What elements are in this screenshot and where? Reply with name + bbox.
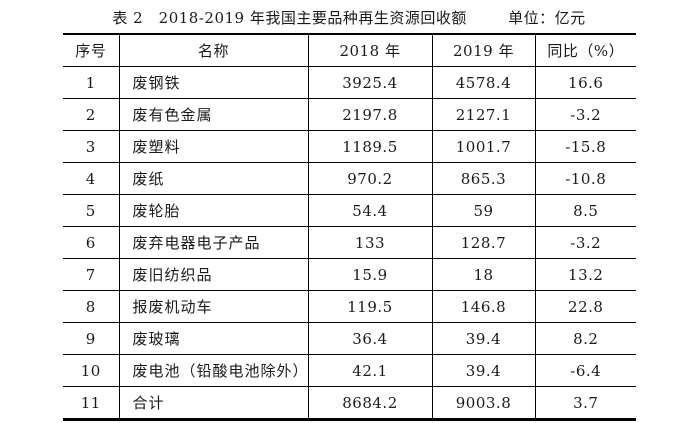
value-2019: 39.4	[431, 322, 536, 355]
unit-label: 单位：亿元	[508, 9, 586, 27]
value-yoy: 13.2	[534, 258, 636, 291]
value-2018: 42.1	[307, 354, 433, 387]
row-index: 4	[63, 162, 120, 195]
value-2019: 9003.8	[431, 386, 536, 420]
item-name: 废玻璃	[118, 322, 309, 355]
row-index: 8	[63, 290, 120, 323]
value-2018: 119.5	[307, 290, 433, 323]
item-name: 废塑料	[118, 130, 309, 163]
value-yoy: 22.8	[534, 290, 636, 323]
table-row: 10 废电池（铅酸电池除外） 42.1 39.4 -6.4	[63, 354, 636, 387]
item-name: 废旧纺织品	[118, 258, 309, 291]
item-name: 合计	[118, 386, 309, 420]
header-2018: 2018 年	[307, 34, 433, 67]
row-index: 1	[63, 66, 120, 99]
item-name: 废电池（铅酸电池除外）	[118, 354, 309, 387]
value-2019: 39.4	[431, 354, 536, 387]
value-yoy: 3.7	[534, 386, 636, 420]
row-index: 2	[63, 98, 120, 131]
row-index: 9	[63, 322, 120, 355]
value-2019: 865.3	[431, 162, 536, 195]
item-name: 废轮胎	[118, 194, 309, 227]
row-index: 5	[63, 194, 120, 227]
table-row: 8 报废机动车 119.5 146.8 22.8	[63, 290, 636, 323]
table-row: 4 废纸 970.2 865.3 -10.8	[63, 162, 636, 195]
value-2019: 4578.4	[431, 66, 536, 99]
table-row: 6 废弃电器电子产品 133 128.7 -3.2	[63, 226, 636, 259]
value-yoy: -6.4	[534, 354, 636, 387]
recycled-resources-table: 序号 名称 2018 年 2019 年 同比（%） 1 废钢铁 3925.4 4…	[63, 33, 636, 421]
table-header-row: 序号 名称 2018 年 2019 年 同比（%）	[63, 34, 636, 67]
value-2019: 18	[431, 258, 536, 291]
header-yoy: 同比（%）	[534, 34, 636, 67]
table-caption: 表 2 2018-2019 年我国主要品种再生资源回收额 单位：亿元	[0, 7, 698, 28]
value-2019: 1001.7	[431, 130, 536, 163]
table-row: 5 废轮胎 54.4 59 8.5	[63, 194, 636, 227]
value-yoy: -3.2	[534, 226, 636, 259]
item-name: 废弃电器电子产品	[118, 226, 309, 259]
value-yoy: -15.8	[534, 130, 636, 163]
value-2018: 15.9	[307, 258, 433, 291]
item-name: 废钢铁	[118, 66, 309, 99]
value-yoy: 16.6	[534, 66, 636, 99]
header-2019: 2019 年	[431, 34, 536, 67]
value-2018: 133	[307, 226, 433, 259]
value-yoy: -3.2	[534, 98, 636, 131]
value-2018: 2197.8	[307, 98, 433, 131]
item-name: 报废机动车	[118, 290, 309, 323]
value-2018: 8684.2	[307, 386, 433, 420]
table-row: 3 废塑料 1189.5 1001.7 -15.8	[63, 130, 636, 163]
value-2018: 36.4	[307, 322, 433, 355]
value-2018: 54.4	[307, 194, 433, 227]
header-name: 名称	[118, 34, 309, 67]
row-index: 3	[63, 130, 120, 163]
table-row-total: 11 合计 8684.2 9003.8 3.7	[63, 386, 636, 420]
item-name: 废纸	[118, 162, 309, 195]
value-yoy: 8.5	[534, 194, 636, 227]
row-index: 10	[63, 354, 120, 387]
header-no: 序号	[63, 34, 120, 67]
value-2018: 1189.5	[307, 130, 433, 163]
value-2018: 970.2	[307, 162, 433, 195]
item-name: 废有色金属	[118, 98, 309, 131]
table-row: 1 废钢铁 3925.4 4578.4 16.6	[63, 66, 636, 99]
value-2019: 2127.1	[431, 98, 536, 131]
value-2019: 128.7	[431, 226, 536, 259]
value-yoy: -10.8	[534, 162, 636, 195]
value-2019: 146.8	[431, 290, 536, 323]
row-index: 6	[63, 226, 120, 259]
table-row: 7 废旧纺织品 15.9 18 13.2	[63, 258, 636, 291]
table-caption-text: 表 2 2018-2019 年我国主要品种再生资源回收额	[112, 9, 467, 27]
row-index: 11	[63, 386, 120, 420]
value-2018: 3925.4	[307, 66, 433, 99]
value-2019: 59	[431, 194, 536, 227]
table-row: 2 废有色金属 2197.8 2127.1 -3.2	[63, 98, 636, 131]
row-index: 7	[63, 258, 120, 291]
value-yoy: 8.2	[534, 322, 636, 355]
table-row: 9 废玻璃 36.4 39.4 8.2	[63, 322, 636, 355]
